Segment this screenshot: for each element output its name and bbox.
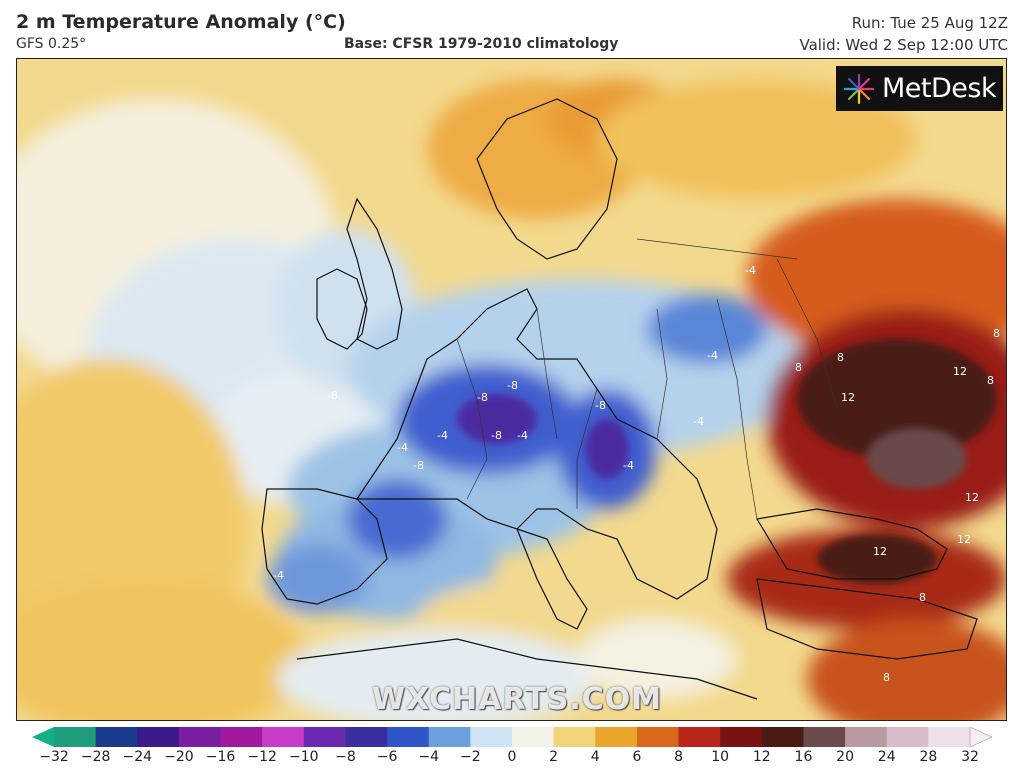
colorbar-tick-label: 32 [961, 749, 979, 765]
colorbar-tick-label: 4 [590, 749, 600, 765]
colorbar-tick-label: −20 [164, 749, 194, 765]
colorbar-segment [845, 727, 888, 747]
model-label: GFS 0.25° [16, 36, 87, 52]
colorbar-segment [595, 727, 638, 747]
contour-label: -8 [477, 391, 488, 404]
contour-label: 12 [953, 365, 967, 378]
contour-label: -4 [707, 349, 718, 362]
colorbar-segment [761, 727, 804, 747]
contour-label: 8 [837, 351, 844, 364]
colorbar-tick-label: 12 [752, 749, 771, 765]
colorbar-tick-labels: −32 −28 −24 −20 −16 −12 −10 −8 −6 −4 −2 0 2 4 6 8 10 12 16… [0, 749, 1024, 769]
colorbar-tick-label: −10 [289, 749, 319, 765]
contour-label: 8 [795, 361, 802, 374]
colorbar-tick-label: 28 [919, 749, 938, 765]
borders [456, 238, 838, 520]
base-climatology-label: Base: CFSR 1979-2010 climatology [344, 36, 619, 52]
contour-label: -4 [273, 569, 284, 582]
contour-label: -4 [397, 441, 408, 454]
colorbar-max-arrow [969, 727, 992, 747]
colorbar-tick-label: −32 [39, 749, 69, 765]
colorbar-segment [137, 727, 180, 747]
colorbar-tick-label: −8 [335, 749, 356, 765]
anomaly-map: -8 -8 -8 -8 -8 -8 -4 -4 -4 -4 -4 -4 -4 -… [16, 58, 1007, 721]
colorbar-tick-label: 16 [794, 749, 813, 765]
contour-label: -4 [437, 429, 448, 442]
britain-outline [346, 197, 403, 350]
colorbar-tick-label: 24 [877, 749, 896, 765]
colorbar-segment [720, 727, 763, 747]
metdesk-logo-icon [843, 73, 875, 104]
colorbar-tick-label: −28 [80, 749, 111, 765]
colorbar-segment [803, 727, 846, 747]
contour-label: -8 [413, 459, 424, 472]
colorbar-segment [387, 727, 430, 747]
colorbar-tick-label: −24 [122, 749, 153, 765]
wxcharts-watermark: WXCHARTS.COM [372, 682, 663, 717]
colorbar-segment [512, 727, 555, 747]
contour-label: 8 [883, 671, 890, 684]
colorbar-segment [178, 727, 222, 747]
colorbar-tick-label: −12 [247, 749, 277, 765]
turkey-outline [756, 578, 978, 660]
colorbar-segment [553, 727, 596, 747]
coastlines [261, 98, 978, 700]
metdesk-logo-text: MetDesk [882, 73, 997, 104]
contour-label-layer: -8 -8 -8 -8 -8 -8 -4 -4 -4 -4 -4 -4 -4 -… [273, 264, 1000, 684]
contour-label: 12 [957, 533, 971, 546]
contour-label: 12 [841, 391, 855, 404]
colorbar-tick-label: 2 [549, 749, 559, 765]
contour-label: 8 [919, 591, 926, 604]
iberia-outline [261, 488, 388, 605]
colorbar-segment [428, 727, 471, 747]
colorbar-segment [95, 727, 138, 747]
colorbar-segment [678, 727, 721, 747]
north-africa-coast [296, 638, 758, 700]
contour-label: -4 [693, 415, 704, 428]
chart-title: 2 m Temperature Anomaly (°C) [16, 11, 346, 33]
colorbar-tick-label: −16 [205, 749, 236, 765]
black-sea-outline [756, 508, 948, 580]
colorbar [32, 727, 992, 747]
colorbar-segment [345, 727, 388, 747]
contour-label: 12 [873, 545, 887, 558]
contour-label: -4 [745, 264, 756, 277]
colorbar-tick-label: 10 [711, 749, 730, 765]
continental-europe-outline [355, 288, 718, 600]
contour-label: -8 [327, 389, 338, 402]
contour-label: -8 [507, 379, 518, 392]
scandinavia-outline [476, 98, 618, 260]
contour-label: -8 [595, 399, 606, 412]
colorbar-segment [262, 727, 305, 747]
colorbar-segment [220, 727, 263, 747]
italy-outline [515, 528, 588, 630]
colorbar-segment [636, 727, 680, 747]
map-canvas: -8 -8 -8 -8 -8 -8 -4 -4 -4 -4 -4 -4 -4 -… [17, 59, 1006, 720]
colorbar-segment [886, 727, 929, 747]
colorbar-tick-label: −2 [460, 749, 481, 765]
run-time-label: Run: Tue 25 Aug 12Z [851, 14, 1008, 32]
colorbar-tick-label: −4 [418, 749, 440, 765]
colorbar-tick-label: 0 [507, 749, 517, 765]
contour-label: -4 [517, 429, 528, 442]
valid-time-label: Valid: Wed 2 Sep 12:00 UTC [799, 36, 1008, 54]
colorbar-segment [470, 727, 513, 747]
colorbar-segment [928, 727, 971, 747]
colorbar-tick-label: −6 [376, 749, 398, 765]
contour-label: -4 [623, 459, 634, 472]
colorbar-segment [303, 727, 346, 747]
colorbar-tick-label: 6 [632, 749, 642, 765]
colorbar-tick-label: 20 [836, 749, 854, 765]
colorbar-min-arrow [32, 727, 54, 747]
colorbar-tick-label: 8 [674, 749, 683, 765]
colorbar-segment [54, 727, 97, 747]
contour-label: 8 [993, 327, 1000, 340]
ireland-outline [316, 268, 368, 350]
contour-label: -8 [491, 429, 502, 442]
metdesk-logo: MetDesk [836, 66, 1003, 111]
contour-label: 8 [987, 374, 994, 387]
contour-label: 12 [965, 491, 979, 504]
extreme-field [457, 339, 997, 584]
